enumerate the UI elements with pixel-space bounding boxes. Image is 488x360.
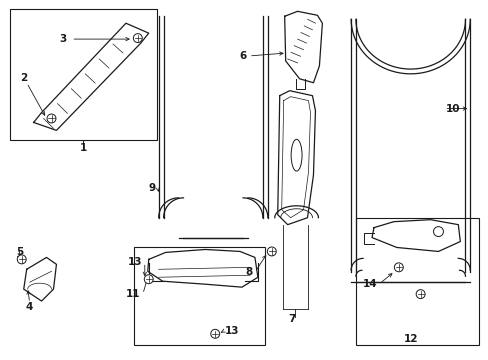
Circle shape <box>47 114 56 123</box>
Text: 10: 10 <box>445 104 459 113</box>
Text: 14: 14 <box>362 279 376 289</box>
Text: 8: 8 <box>245 267 252 277</box>
Circle shape <box>144 275 153 284</box>
Polygon shape <box>371 220 459 251</box>
Text: 6: 6 <box>239 51 246 61</box>
Bar <box>355 218 478 345</box>
Circle shape <box>133 33 142 42</box>
Polygon shape <box>284 11 322 83</box>
Text: 12: 12 <box>403 334 417 344</box>
Circle shape <box>393 263 403 272</box>
Circle shape <box>433 227 443 237</box>
Text: 4: 4 <box>26 302 33 312</box>
Bar <box>134 247 264 345</box>
Text: 5: 5 <box>16 247 23 257</box>
Polygon shape <box>147 249 257 287</box>
Polygon shape <box>34 23 148 130</box>
Circle shape <box>210 329 219 338</box>
Ellipse shape <box>290 139 302 171</box>
Bar <box>10 9 156 140</box>
Polygon shape <box>277 91 315 225</box>
Text: 3: 3 <box>60 34 67 44</box>
Polygon shape <box>24 257 56 301</box>
Text: 9: 9 <box>148 183 155 193</box>
Circle shape <box>415 290 424 298</box>
Text: 11: 11 <box>126 289 141 299</box>
Text: 13: 13 <box>128 257 142 267</box>
Circle shape <box>17 255 26 264</box>
Text: 2: 2 <box>20 73 27 83</box>
Text: 7: 7 <box>287 314 295 324</box>
Text: 1: 1 <box>80 143 87 153</box>
Text: 13: 13 <box>224 326 239 336</box>
Circle shape <box>267 247 276 256</box>
